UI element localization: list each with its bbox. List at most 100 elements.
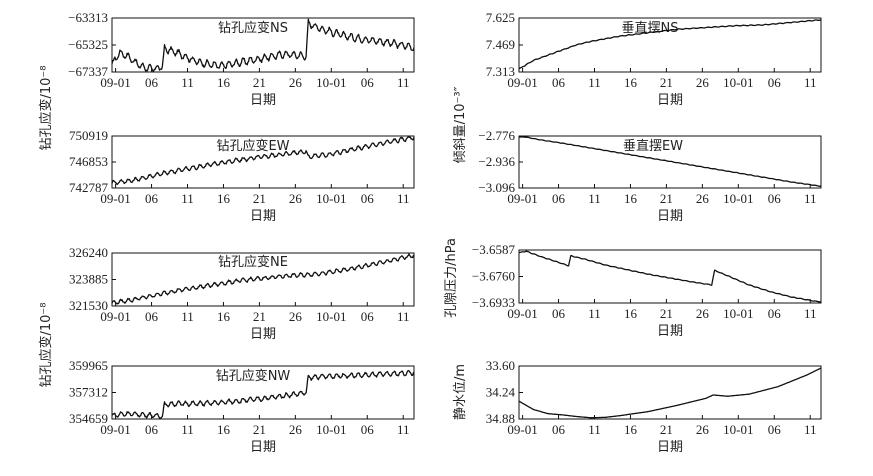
x-tick-label: 16 <box>217 422 231 437</box>
x-axis-title: 日期 <box>250 209 276 224</box>
y-tick-label: 34.24 <box>486 385 516 400</box>
y-tick-label: 746853 <box>69 154 108 169</box>
x-tick-label: 06 <box>768 422 782 437</box>
y-tick-label: 742787 <box>69 180 109 195</box>
x-tick-label: 09-01 <box>100 75 130 90</box>
y-tick-label: −3.6587 <box>472 242 516 257</box>
y-tick-label: −3.6760 <box>472 269 515 284</box>
series-line-pend_ns <box>518 19 822 70</box>
x-tick-label: 11 <box>181 191 194 206</box>
y-tick-label: 359965 <box>69 358 108 373</box>
x-tick-label: 06 <box>361 309 375 324</box>
right-tilt-ylabel: 倾斜量/10⁻³″ <box>453 86 468 163</box>
x-tick-label: 09-01 <box>507 191 537 206</box>
x-tick-label: 11 <box>397 422 410 437</box>
y-tick-label: −67337 <box>68 64 108 79</box>
x-tick-label: 26 <box>696 306 710 321</box>
y-tick-label: 323885 <box>69 272 108 287</box>
x-tick-label: 16 <box>217 75 231 90</box>
plot-title: 垂直摆EW <box>623 139 683 154</box>
x-tick-label: 10-01 <box>316 75 346 90</box>
x-tick-label: 11 <box>588 191 601 206</box>
x-tick-label: 21 <box>660 75 673 90</box>
x-tick-label: 11 <box>181 422 194 437</box>
x-tick-label: 06 <box>768 306 782 321</box>
x-tick-label: 10-01 <box>723 422 753 437</box>
x-tick-label: 06 <box>552 75 566 90</box>
x-tick-label: 06 <box>361 75 375 90</box>
x-tick-label: 26 <box>696 191 710 206</box>
x-tick-label: 26 <box>289 309 303 324</box>
x-axis-title: 日期 <box>657 324 683 339</box>
plot-title: 钻孔应变EW <box>216 138 289 154</box>
x-tick-label: 09-01 <box>100 309 130 324</box>
y-tick-label: 7.313 <box>486 64 515 79</box>
right-water-ylabel: 静水位/m <box>453 364 468 420</box>
x-tick-label: 11 <box>804 75 817 90</box>
left-top-ylabel: 钻孔应变/10⁻⁸ <box>38 66 54 151</box>
series-line-pend_ew <box>519 136 821 187</box>
series-line-pressure <box>518 250 821 303</box>
right-pressure-ylabel: 孔隙压力/hPa <box>444 238 459 318</box>
y-tick-label: 750919 <box>69 128 108 143</box>
x-axis-title: 日期 <box>657 93 683 108</box>
x-tick-label: 11 <box>588 75 601 90</box>
plot-title: 钻孔应变NW <box>216 368 291 384</box>
y-tick-label: −63313 <box>68 10 108 25</box>
x-tick-label: 11 <box>804 191 817 206</box>
x-axis-title: 日期 <box>250 93 276 108</box>
y-tick-label: −3.096 <box>478 180 515 195</box>
left-bottom-ylabel: 钻孔应变/10⁻⁸ <box>38 303 54 388</box>
x-tick-label: 06 <box>145 422 159 437</box>
plot-title: 钻孔应变NE <box>218 254 288 270</box>
x-tick-label: 06 <box>361 422 375 437</box>
x-axis-title: 日期 <box>250 327 276 342</box>
x-tick-label: 09-01 <box>507 75 537 90</box>
x-tick-label: 10-01 <box>316 191 346 206</box>
x-tick-label: 09-01 <box>100 191 130 206</box>
y-tick-label: 7.469 <box>486 37 515 52</box>
x-axis-title: 日期 <box>250 440 276 455</box>
series-line-ne <box>111 253 415 305</box>
x-tick-label: 26 <box>696 75 710 90</box>
x-tick-label: 09-01 <box>507 306 537 321</box>
x-tick-label: 11 <box>804 306 817 321</box>
plot-title: 垂直摆NS <box>622 21 679 36</box>
x-tick-label: 06 <box>768 75 782 90</box>
series-line-ew <box>111 136 415 186</box>
x-tick-label: 10-01 <box>316 309 346 324</box>
series-line-nw <box>111 369 415 419</box>
x-tick-label: 06 <box>552 306 566 321</box>
x-axis-title: 日期 <box>657 440 683 455</box>
x-tick-label: 26 <box>696 422 710 437</box>
x-tick-label: 06 <box>145 75 159 90</box>
y-tick-label: 326240 <box>69 245 108 260</box>
y-tick-label: −2.776 <box>478 128 515 143</box>
x-tick-label: 21 <box>253 422 266 437</box>
y-tick-label: 33.60 <box>486 358 515 373</box>
plot-frame <box>518 249 822 304</box>
x-tick-label: 11 <box>397 75 410 90</box>
x-tick-label: 16 <box>624 75 638 90</box>
x-tick-label: 26 <box>289 422 303 437</box>
x-tick-label: 06 <box>145 191 159 206</box>
y-tick-label: 7.625 <box>486 10 515 25</box>
x-axis-title: 日期 <box>657 209 683 224</box>
y-tick-label: 354659 <box>69 411 108 426</box>
x-tick-label: 26 <box>289 75 303 90</box>
x-tick-label: 26 <box>289 191 303 206</box>
x-tick-label: 06 <box>552 422 566 437</box>
x-tick-label: 06 <box>768 191 782 206</box>
y-tick-label: 357312 <box>69 385 108 400</box>
x-tick-label: 16 <box>624 306 638 321</box>
x-tick-label: 10-01 <box>723 191 753 206</box>
x-tick-label: 10-01 <box>723 306 753 321</box>
